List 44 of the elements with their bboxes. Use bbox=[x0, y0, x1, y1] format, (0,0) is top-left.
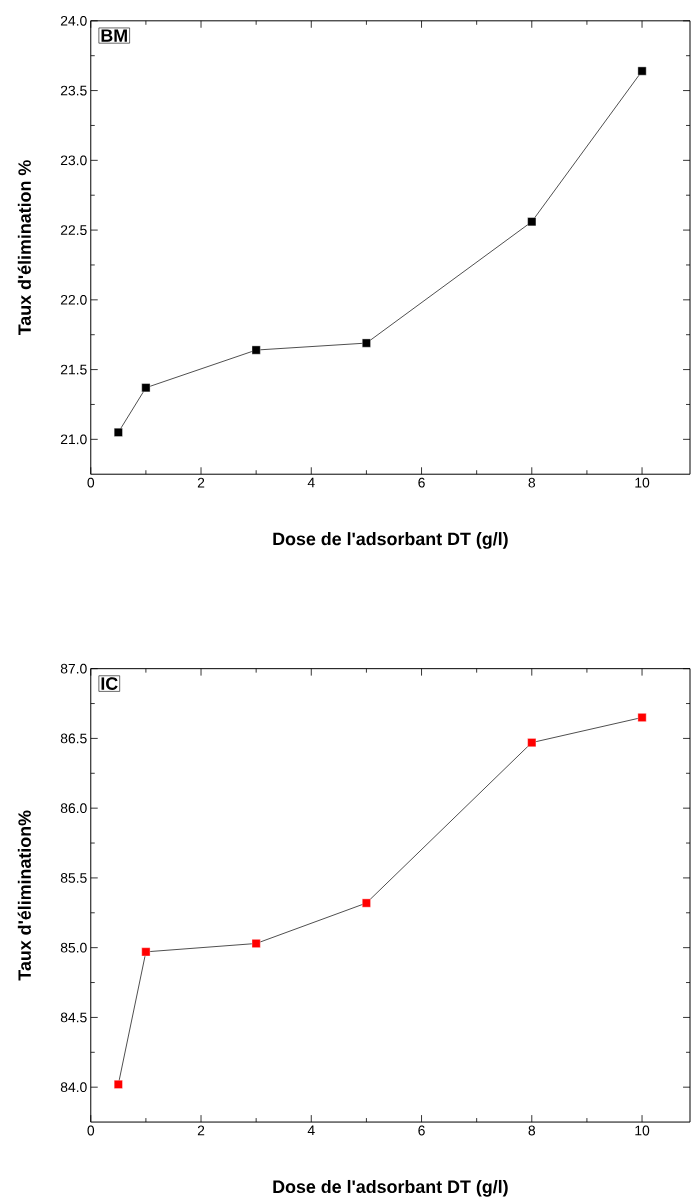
x-tick-label: 2 bbox=[197, 477, 204, 488]
x-tick-label: 10 bbox=[635, 477, 649, 488]
point bbox=[361, 898, 371, 908]
y-tick-label: 23.5 bbox=[60, 85, 87, 96]
point bbox=[113, 428, 123, 437]
y-tick-label: 86.5 bbox=[60, 733, 87, 744]
y-tick-label: 87.0 bbox=[60, 663, 87, 674]
point bbox=[141, 947, 151, 957]
y-axis-title: Taux d'élimination% bbox=[17, 810, 31, 981]
point bbox=[637, 713, 647, 722]
x-axis-title: Dose de l'adsorbant DT (g/l) bbox=[273, 532, 508, 549]
y-tick-label: 85.0 bbox=[60, 942, 87, 953]
x-tick-label: 4 bbox=[307, 477, 315, 488]
point bbox=[251, 939, 261, 948]
x-tick-label: 0 bbox=[87, 1125, 94, 1136]
x-tick-label: 0 bbox=[87, 477, 94, 488]
point bbox=[527, 217, 536, 227]
y-tick-label: 86.0 bbox=[60, 803, 87, 814]
point bbox=[251, 345, 261, 355]
y-tick-label: 21.0 bbox=[60, 434, 87, 445]
x-tick-label: 6 bbox=[418, 1125, 425, 1136]
annotation: IC bbox=[101, 677, 118, 690]
y-axis-title: Taux d'élimination % bbox=[17, 160, 31, 336]
y-tick-label: 85.5 bbox=[60, 872, 87, 883]
x-tick-label: 4 bbox=[307, 1125, 315, 1136]
x-tick-label: 8 bbox=[528, 477, 535, 488]
y-tick-label: 21.5 bbox=[60, 364, 87, 375]
point bbox=[527, 738, 536, 747]
point bbox=[113, 1080, 123, 1089]
y-tick-label: 22.0 bbox=[60, 294, 87, 305]
y-tick-label: 22.5 bbox=[60, 225, 87, 235]
point bbox=[141, 383, 151, 393]
annotation: BM bbox=[101, 29, 127, 42]
x-tick-label: 8 bbox=[528, 1125, 535, 1136]
x-tick-label: 10 bbox=[635, 1125, 649, 1136]
x-tick-label: 2 bbox=[197, 1125, 204, 1136]
y-tick-label: 84.5 bbox=[60, 1012, 87, 1023]
point bbox=[361, 338, 371, 348]
point bbox=[637, 66, 647, 76]
y-tick-label: 23.0 bbox=[60, 155, 87, 166]
x-axis-title: Dose de l'adsorbant DT (g/l) bbox=[273, 1179, 508, 1197]
y-tick-label: 84.0 bbox=[60, 1082, 87, 1093]
y-tick-label: 24.0 bbox=[60, 15, 87, 26]
x-tick-label: 6 bbox=[418, 477, 425, 488]
